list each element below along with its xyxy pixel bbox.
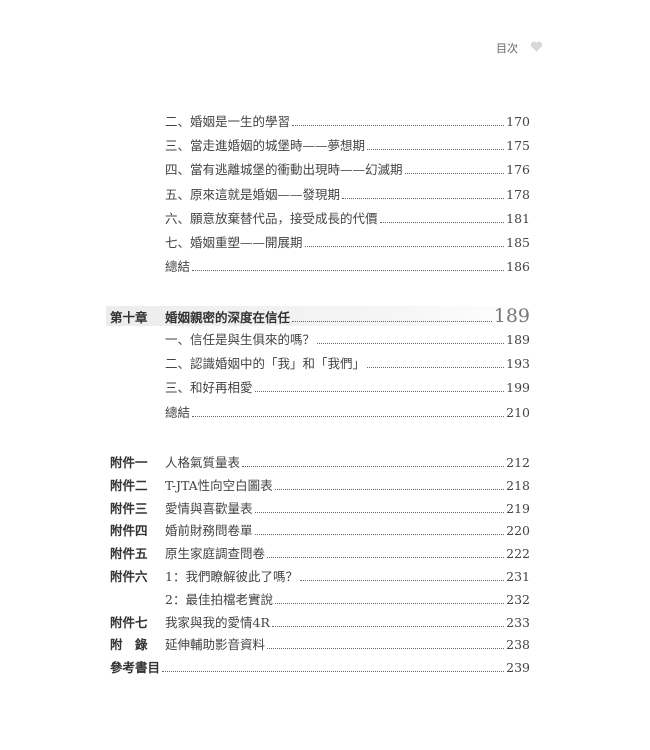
entry-title: 三、和好再相愛 (165, 380, 253, 396)
page-number: 220 (506, 523, 530, 539)
dot-leader (162, 671, 505, 673)
entry-title: 延伸輔助影音資料 (165, 637, 266, 653)
toc-entry[interactable]: 總結 186 (110, 255, 530, 275)
entry-title: 一、信任是與生俱來的嗎？ (165, 332, 316, 347)
entry-label: 附 錄 (110, 637, 148, 653)
page-number: 181 (506, 210, 530, 226)
toc-entry[interactable]: 附件二 T-JTA性向空白圖表 218 (110, 474, 530, 494)
dot-leader (404, 173, 505, 175)
dot-leader (292, 125, 505, 126)
dot-leader (192, 270, 505, 272)
toc-entry[interactable]: 七、婚姻重塑——開展期 185 (110, 231, 530, 251)
entry-label: 參考書目 (110, 660, 161, 676)
entry-title: 二、婚姻是一生的學習 (165, 114, 291, 129)
dot-leader (367, 367, 505, 369)
dot-leader (267, 648, 505, 650)
entry-label: 附件五 (110, 546, 148, 562)
dot-leader (379, 221, 505, 223)
toc-entry[interactable]: 六、願意放棄替代品，接受成長的代價 181 (110, 207, 530, 227)
page-number: 212 (506, 455, 530, 470)
dot-leader (192, 415, 505, 417)
entry-title: T-JTA性向空白圖表 (165, 477, 273, 493)
dot-leader (292, 321, 492, 322)
entry-title: 五、原來這就是婚姻——發現期 (165, 186, 341, 202)
page-number: 193 (506, 356, 530, 372)
page-number: 219 (506, 500, 530, 516)
entry-title: 總結 (165, 259, 191, 275)
entry-label: 附件七 (110, 614, 148, 630)
page-number: 186 (506, 259, 530, 275)
toc-entry[interactable]: 二、認識婚姻中的「我」和「我們」 193 (110, 352, 530, 372)
toc-entry[interactable]: 附件三 愛情與喜歡量表 219 (110, 497, 530, 517)
entry-title: 七、婚姻重塑——開展期 (165, 235, 303, 250)
toc-entry[interactable]: 附件四 婚前財務問卷單 220 (110, 519, 530, 539)
page-number: 233 (506, 614, 530, 630)
chapter-title: 婚姻親密的深度在信任 (165, 310, 291, 325)
entry-title: 愛情與喜歡量表 (165, 500, 253, 516)
page-number: 238 (506, 637, 530, 653)
entry-title: 三、當走進婚姻的城堡時——夢想期 (165, 138, 366, 154)
chapter-label: 第十章 (110, 310, 148, 325)
entry-title: 二、認識婚姻中的「我」和「我們」 (165, 356, 366, 372)
dot-leader (342, 197, 505, 199)
page-number: 232 (506, 591, 530, 607)
entry-label: 附件三 (110, 500, 148, 516)
toc-entry[interactable]: 一、信任是與生俱來的嗎？ 189 (110, 328, 530, 348)
toc-entry[interactable]: 二、婚姻是一生的學習 170 (110, 110, 530, 130)
entry-title: 原生家庭調查問卷 (165, 546, 266, 562)
entry-label: 附件一 (110, 455, 148, 470)
toc-entry[interactable]: 2：最佳拍檔老實說 232 (110, 588, 530, 608)
entry-title: 2：最佳拍檔老實說 (165, 591, 273, 607)
dot-leader (274, 602, 505, 604)
toc-entry[interactable]: 三、當走進婚姻的城堡時——夢想期 175 (110, 134, 530, 154)
page-number: 185 (506, 235, 530, 250)
dot-leader (271, 625, 505, 627)
toc-entry[interactable]: 五、原來這就是婚姻——發現期 178 (110, 183, 530, 203)
page-number: 210 (506, 404, 530, 420)
entry-title: 總結 (165, 404, 191, 420)
toc-entry[interactable]: 附件七 我家與我的愛情4R 233 (110, 611, 530, 631)
page-number: 176 (506, 162, 530, 178)
toc-entry[interactable]: 附 錄 延伸輔助影音資料 238 (110, 633, 530, 653)
dot-leader (254, 511, 505, 513)
toc-entry[interactable]: 附件六 1：我們瞭解彼此了嗎？ 231 (110, 565, 530, 585)
entry-title: 人格氣質量表 (165, 455, 241, 470)
entry-title: 婚前財務問卷單 (165, 523, 253, 539)
entry-label: 附件六 (110, 569, 148, 584)
entry-title: 四、當有逃離城堡的衝動出現時——幻滅期 (165, 162, 403, 178)
page-number: 170 (506, 114, 530, 129)
toc-entry[interactable]: 附件一 人格氣質量表 212 (110, 451, 530, 471)
page-number: 199 (506, 380, 530, 396)
dot-leader (367, 149, 505, 151)
entry-label: 附件二 (110, 477, 148, 493)
toc-entry[interactable]: 附件五 原生家庭調查問卷 222 (110, 542, 530, 562)
toc-entry[interactable]: 總結 210 (110, 401, 530, 421)
dot-leader (254, 534, 505, 536)
running-header: 目次 (496, 42, 518, 55)
page-number: 189 (493, 305, 530, 327)
dot-leader (304, 246, 505, 247)
page-number: 175 (506, 138, 530, 154)
page-number: 222 (506, 546, 530, 562)
toc-entry[interactable]: 四、當有逃離城堡的衝動出現時——幻滅期 176 (110, 158, 530, 178)
entry-label: 附件四 (110, 523, 148, 539)
dot-leader (317, 343, 505, 344)
page-number: 218 (506, 477, 530, 493)
toc-entry[interactable]: 三、和好再相愛 199 (110, 376, 530, 396)
toc-chapter-10[interactable]: 第十章 婚姻親密的深度在信任 189 (106, 306, 530, 326)
heart-icon (530, 41, 543, 52)
entry-title: 1：我們瞭解彼此了嗎？ (165, 569, 298, 584)
dot-leader (299, 580, 505, 581)
page-number: 231 (506, 569, 530, 584)
page-number: 178 (506, 186, 530, 202)
dot-leader (267, 557, 505, 559)
toc-entry[interactable]: 參考書目 239 (110, 656, 530, 676)
dot-leader (254, 391, 505, 393)
entry-title: 我家與我的愛情4R (165, 614, 270, 630)
entry-title: 六、願意放棄替代品，接受成長的代價 (165, 210, 378, 226)
page-number: 239 (506, 660, 530, 676)
page-number: 189 (506, 332, 530, 347)
dot-leader (274, 488, 505, 490)
dot-leader (242, 466, 505, 467)
